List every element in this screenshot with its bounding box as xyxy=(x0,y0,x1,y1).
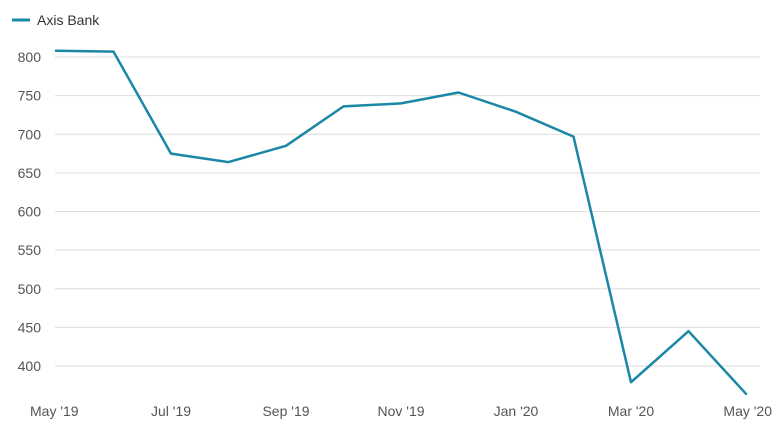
data-point[interactable] xyxy=(52,47,60,55)
data-point[interactable] xyxy=(627,378,635,386)
x-tick-label: Jan '20 xyxy=(494,403,539,419)
x-axis-ticks: May '19 Jul '19 Sep '19 Nov '19 Jan '20 Mar '… xyxy=(30,403,772,419)
data-point[interactable] xyxy=(167,150,175,158)
y-tick-label-400: 400 xyxy=(18,358,42,374)
x-tick-label: Sep '19 xyxy=(262,403,309,419)
y-tick-label-450: 450 xyxy=(18,319,42,335)
data-point[interactable] xyxy=(512,108,520,116)
data-point[interactable] xyxy=(455,89,463,97)
legend-label-axis-bank: Axis Bank xyxy=(37,12,100,28)
y-tick-label-800: 800 xyxy=(18,49,42,65)
y-tick-label-550: 550 xyxy=(18,242,42,258)
x-tick-label: May '19 xyxy=(30,403,79,419)
data-point[interactable] xyxy=(225,158,233,166)
x-tick-label: Jul '19 xyxy=(151,403,191,419)
x-tick-label: May '20 xyxy=(723,403,772,419)
y-tick-label-750: 750 xyxy=(18,88,42,104)
data-point[interactable] xyxy=(742,390,750,398)
data-point[interactable] xyxy=(110,48,118,56)
data-point[interactable] xyxy=(282,142,290,150)
x-tick-label: Nov '19 xyxy=(377,403,424,419)
data-point[interactable] xyxy=(570,133,578,141)
grid-lines xyxy=(55,56,760,367)
y-tick-label-500: 500 xyxy=(18,281,42,297)
y-tick-label-650: 650 xyxy=(18,165,42,181)
series-line-axis-bank[interactable] xyxy=(54,49,748,396)
data-point[interactable] xyxy=(397,99,405,107)
y-axis-ticks: 400 450 500 550 600 650 700 750 800 xyxy=(18,49,42,374)
data-point[interactable] xyxy=(340,102,348,110)
y-tick-label-700: 700 xyxy=(18,126,42,142)
legend[interactable]: Axis Bank xyxy=(12,12,100,28)
data-point[interactable] xyxy=(685,327,693,335)
series-group xyxy=(52,47,750,398)
y-tick-label-600: 600 xyxy=(18,204,42,220)
x-tick-label: Mar '20 xyxy=(608,403,654,419)
